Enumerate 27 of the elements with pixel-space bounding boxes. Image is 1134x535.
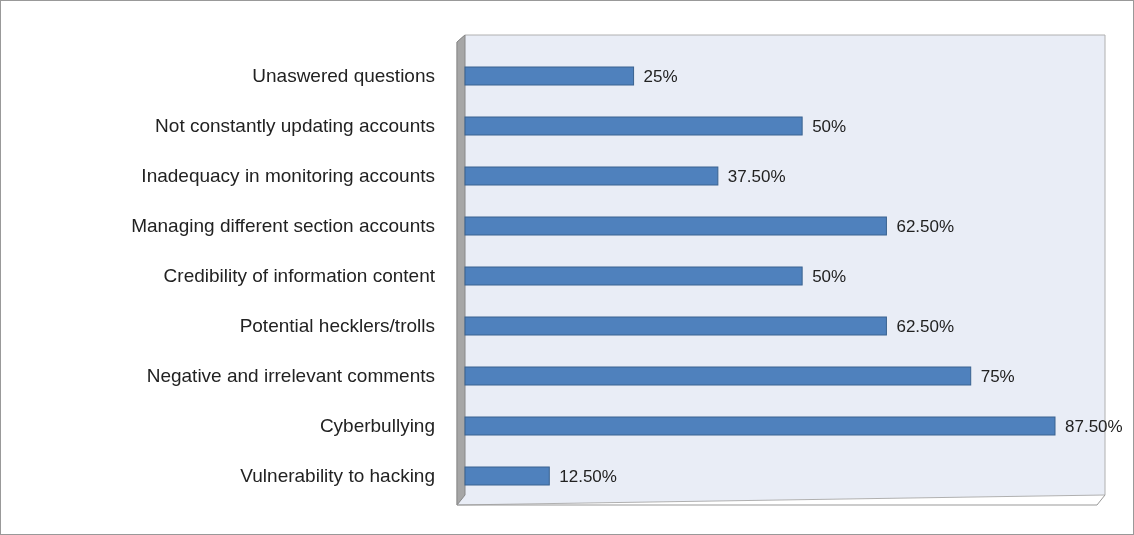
data-label: 87.50% bbox=[1065, 417, 1123, 436]
data-label: 25% bbox=[643, 67, 678, 86]
data-label: 75% bbox=[980, 367, 1015, 386]
data-label: 50% bbox=[812, 267, 847, 286]
y-tick-label: Unaswered questions bbox=[252, 65, 435, 86]
data-label: 50% bbox=[812, 117, 847, 136]
bar bbox=[464, 466, 550, 486]
bar bbox=[464, 316, 887, 336]
y-tick-label: Potential hecklers/trolls bbox=[239, 315, 435, 336]
bar bbox=[464, 416, 1056, 436]
data-label: 12.50% bbox=[559, 467, 617, 486]
data-label: 62.50% bbox=[896, 317, 955, 336]
y-tick-label: Managing different section accounts bbox=[131, 215, 435, 236]
y-tick-label: Vulnerability to hacking bbox=[240, 465, 435, 486]
y-tick-label: Credibility of information content bbox=[163, 265, 436, 286]
bar bbox=[464, 66, 635, 86]
data-label: 37.50% bbox=[727, 167, 786, 186]
y-tick-label: Not constantly updating accounts bbox=[155, 115, 435, 136]
y-tick-label: Cyberbullying bbox=[319, 415, 435, 436]
bar bbox=[464, 116, 803, 136]
bar bbox=[464, 216, 887, 236]
bar bbox=[464, 166, 719, 186]
bar bbox=[464, 366, 972, 386]
bar bbox=[464, 266, 803, 286]
y-tick-label: Inadequacy in monitoring accounts bbox=[141, 165, 435, 186]
y-tick-label: Negative and irrelevant comments bbox=[146, 365, 435, 386]
data-label: 62.50% bbox=[896, 217, 955, 236]
